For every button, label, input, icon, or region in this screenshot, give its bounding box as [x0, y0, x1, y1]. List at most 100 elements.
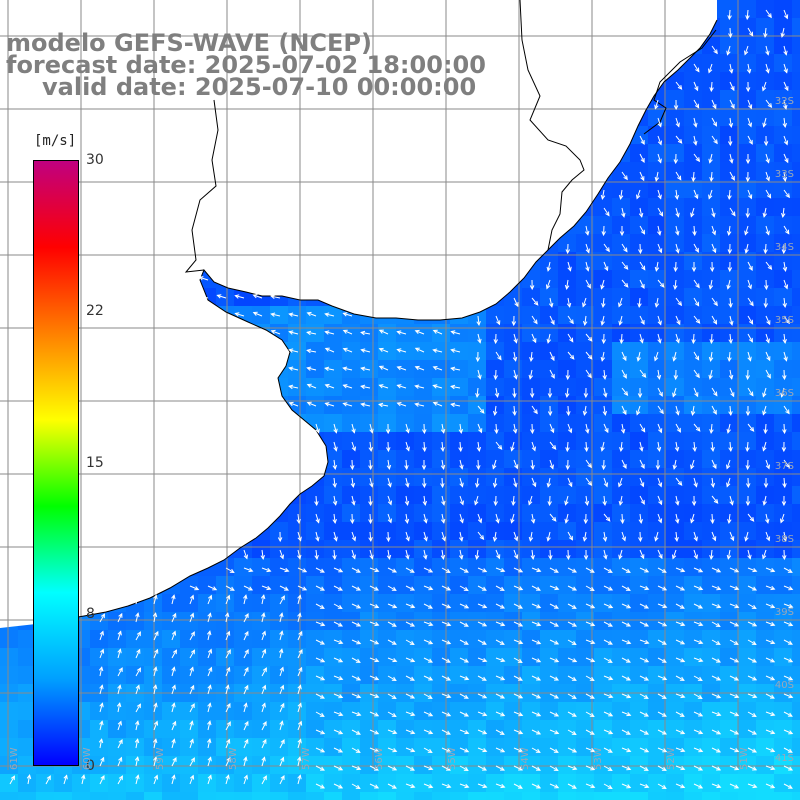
wind-arrow-glyph — [747, 333, 753, 343]
wind-arrow-glyph — [315, 423, 320, 434]
wind-arrow-glyph — [279, 756, 285, 767]
legend-tick-15: 15 — [86, 455, 104, 471]
wind-arrow-glyph — [459, 621, 469, 627]
wind-arrow-glyph — [333, 729, 344, 735]
wind-arrow-glyph — [585, 675, 595, 681]
lat-label: 32S — [774, 96, 794, 107]
wind-arrow-glyph — [781, 207, 786, 219]
wind-arrow-glyph — [529, 387, 535, 399]
wind-arrow-glyph — [297, 738, 302, 749]
wind-arrow-glyph — [513, 675, 523, 681]
wind-arrow-glyph — [387, 567, 398, 573]
wind-arrow-glyph — [585, 765, 596, 771]
wind-arrow-glyph — [621, 387, 629, 396]
wind-arrow-glyph — [243, 649, 249, 659]
wind-arrow-glyph — [432, 329, 443, 335]
wind-arrow-glyph — [782, 171, 788, 182]
wind-arrow-glyph — [153, 594, 158, 605]
legend-tick-30: 30 — [86, 152, 104, 168]
lat-label: 35S — [774, 315, 794, 326]
wind-arrow-glyph — [674, 189, 680, 200]
wind-arrow-glyph — [603, 657, 613, 663]
wind-arrow-glyph — [315, 585, 326, 591]
wind-arrow-glyph — [621, 711, 632, 717]
wind-arrow-glyph — [261, 738, 267, 749]
wind-arrow-glyph — [728, 63, 734, 74]
wind-arrow-glyph — [657, 135, 663, 146]
wind-arrow-glyph — [189, 774, 195, 785]
wind-arrow-glyph — [512, 351, 518, 362]
wind-arrow-glyph — [693, 315, 701, 324]
wind-arrow-glyph — [225, 585, 235, 591]
wind-arrow-glyph — [153, 774, 159, 785]
wind-arrow-glyph — [585, 621, 596, 627]
wind-arrow-glyph — [423, 549, 428, 560]
wind-arrow-glyph — [654, 261, 660, 272]
wind-arrow-glyph — [762, 387, 767, 398]
wind-arrow-glyph — [450, 366, 461, 372]
wind-arrow-glyph — [135, 684, 140, 695]
wind-arrow-glyph — [639, 765, 649, 771]
wind-arrow-glyph — [189, 703, 195, 713]
wind-arrow-glyph — [672, 459, 678, 470]
wind-arrow-glyph — [621, 729, 631, 735]
wind-arrow-glyph — [513, 765, 524, 771]
lat-label: 39S — [774, 607, 794, 618]
wind-arrow-glyph — [405, 603, 416, 609]
wind-arrow-glyph — [621, 459, 627, 470]
wind-arrow-glyph — [351, 675, 362, 681]
wind-arrow-glyph — [654, 531, 659, 542]
wind-arrow-glyph — [333, 567, 344, 573]
wind-arrow-glyph — [693, 531, 698, 542]
wind-arrow-glyph — [780, 387, 785, 398]
wind-arrow-glyph — [495, 747, 506, 753]
wind-arrow-glyph — [711, 387, 718, 397]
wind-arrow-glyph — [621, 531, 626, 542]
wind-arrow-glyph — [654, 99, 659, 110]
wind-arrow-glyph — [620, 423, 626, 434]
wind-arrow-glyph — [657, 495, 663, 506]
wind-arrow-glyph — [350, 459, 355, 471]
wind-arrow-glyph — [315, 639, 326, 645]
wind-arrow-glyph — [762, 207, 767, 218]
wind-arrow-glyph — [711, 585, 722, 591]
wind-arrow-glyph — [423, 621, 434, 627]
wind-arrow-glyph — [711, 711, 722, 717]
wind-arrow-glyph — [745, 441, 750, 453]
wind-arrow-glyph — [657, 189, 662, 200]
wind-arrow-glyph — [744, 531, 749, 542]
wind-arrow-glyph — [531, 567, 542, 573]
wind-arrow-glyph — [727, 261, 733, 273]
wind-arrow-glyph — [747, 621, 758, 627]
wind-arrow-glyph — [564, 279, 570, 290]
wind-arrow-glyph — [763, 423, 768, 435]
wind-arrow-glyph — [441, 567, 451, 573]
wind-arrow-glyph — [549, 783, 560, 789]
wind-arrow-glyph — [782, 423, 787, 435]
wind-arrow-glyph — [441, 693, 452, 699]
color-legend-bar — [33, 160, 79, 766]
wind-arrow-glyph — [657, 783, 667, 789]
wind-arrow-glyph — [477, 693, 488, 699]
wind-arrow-glyph — [603, 603, 614, 609]
wind-arrow-glyph — [675, 243, 680, 254]
wind-arrow-glyph — [621, 567, 631, 573]
wind-arrow-glyph — [279, 595, 285, 605]
wind-arrow-glyph — [261, 775, 267, 785]
wind-arrow-glyph — [261, 585, 272, 591]
wind-arrow-glyph — [315, 711, 325, 717]
wind-arrow-glyph — [673, 279, 678, 291]
wind-arrow-glyph — [657, 207, 664, 217]
wind-arrow-glyph — [711, 405, 717, 415]
wind-arrow-glyph — [726, 477, 731, 488]
wind-arrow-glyph — [693, 567, 704, 573]
wind-arrow-glyph — [675, 405, 680, 416]
wind-arrow-glyph — [531, 477, 537, 488]
wind-arrow-glyph — [99, 684, 104, 695]
wind-arrow-glyph — [584, 441, 589, 453]
wind-arrow-glyph — [45, 775, 51, 785]
wind-arrow-glyph — [495, 567, 506, 573]
wind-arrow-glyph — [567, 567, 578, 573]
wind-arrow-glyph — [513, 657, 523, 663]
wind-arrow-glyph — [657, 225, 662, 236]
